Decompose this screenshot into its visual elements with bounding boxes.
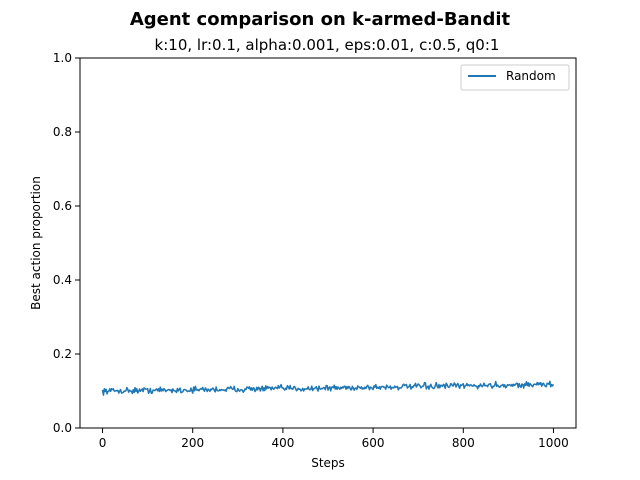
- x-axis-ticks: 0 200 400 600 800 1000: [99, 428, 569, 450]
- x-tick-label: 600: [362, 436, 385, 450]
- y-tick-label: 0.4: [53, 273, 72, 287]
- chart-title: Agent comparison on k-armed-Bandit: [130, 9, 511, 30]
- x-tick-label: 0: [99, 436, 107, 450]
- axes-frame: [79, 57, 577, 429]
- x-tick-label: 400: [271, 436, 294, 450]
- x-axis-label: Steps: [311, 456, 345, 470]
- y-tick-label: 1.0: [53, 51, 72, 65]
- legend: Random: [460, 64, 570, 91]
- x-tick-label: 1000: [538, 436, 569, 450]
- y-tick-label: 0.6: [53, 199, 72, 213]
- legend-label-random: Random: [506, 69, 556, 83]
- x-tick-label: 200: [181, 436, 204, 450]
- plot-area: [101, 380, 555, 396]
- y-tick-label: 0.0: [53, 421, 72, 435]
- x-tick-label: 800: [452, 436, 475, 450]
- chart-subtitle: k:10, lr:0.1, alpha:0.001, eps:0.01, c:0…: [155, 36, 500, 54]
- y-axis-ticks: 0.0 0.2 0.4 0.6 0.8 1.0: [53, 51, 80, 435]
- series-line-random: [101, 380, 555, 396]
- legend-box: [460, 64, 570, 91]
- y-axis-label: Best action proportion: [29, 176, 43, 310]
- y-tick-label: 0.8: [53, 125, 72, 139]
- y-tick-label: 0.2: [53, 347, 72, 361]
